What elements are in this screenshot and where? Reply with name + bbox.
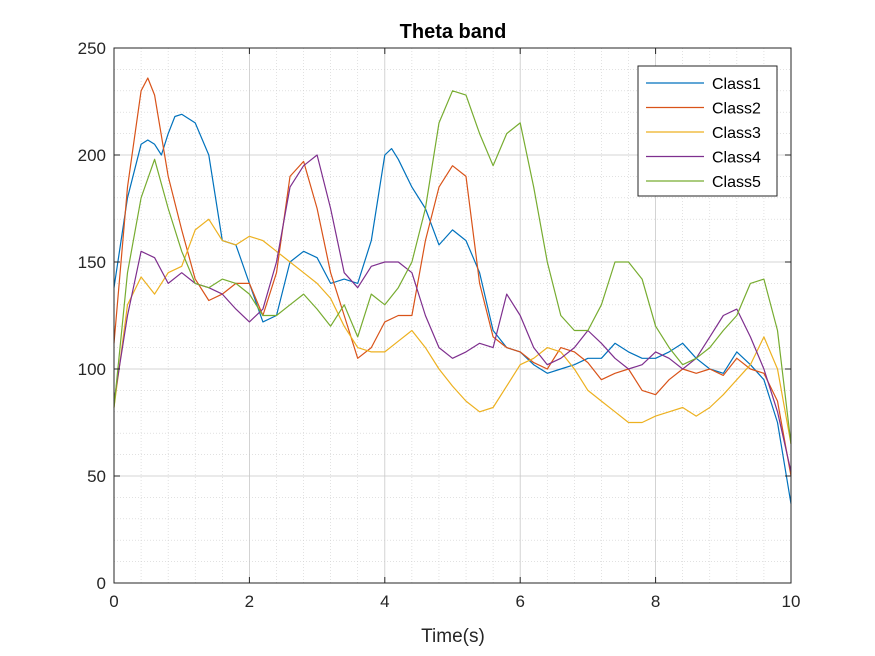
legend-label-class3: Class3 [712,125,761,142]
x-tick-labels: 0 2 4 6 8 10 [109,592,800,611]
y-tick-label: 150 [78,253,106,272]
chart-title: Theta band [400,21,507,43]
x-tick-label: 0 [109,592,118,611]
x-tick-label: 10 [782,592,801,611]
y-tick-label: 0 [97,574,106,593]
x-tick-label: 2 [245,592,254,611]
y-tick-label: 100 [78,360,106,379]
y-tick-label: 250 [78,39,106,58]
legend-label-class1: Class1 [712,76,761,93]
x-tick-label: 4 [380,592,389,611]
legend-label-class2: Class2 [712,101,761,118]
x-tick-label: 6 [515,592,524,611]
legend-label-class4: Class4 [712,150,761,167]
series-lines [113,77,792,504]
legend: Class1 Class2 Class3 Class4 Class5 [637,65,778,197]
series-line-class2 [113,77,792,477]
legend-label-class5: Class5 [712,174,761,191]
plot-frame [113,47,792,584]
x-axis-label: Time(s) [421,626,485,647]
tick-marks [113,47,792,584]
y-tick-labels: 0 50 100 150 200 250 [78,39,106,593]
legend-box [637,65,778,197]
series-line-class3 [113,218,792,445]
series-line-class5 [113,90,792,444]
y-tick-label: 200 [78,146,106,165]
y-tick-label: 50 [87,467,106,486]
x-tick-label: 8 [651,592,660,611]
series-line-class4 [113,154,792,472]
